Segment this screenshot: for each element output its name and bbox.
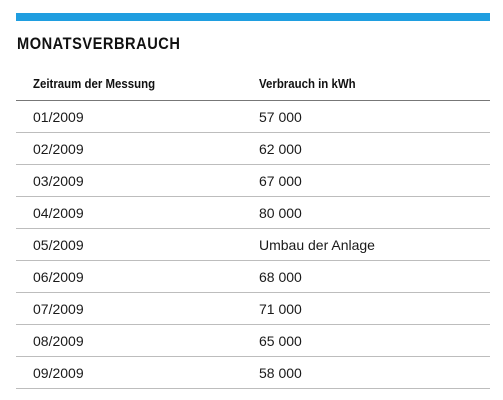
period-cell: 09/2009 (33, 364, 84, 381)
consumption-cell: 57 000 (259, 108, 302, 125)
table-row: 07/2009 71 000 (16, 293, 490, 325)
consumption-cell: 58 000 (259, 364, 302, 381)
consumption-table: Zeitraum der Messung Verbrauch in kWh 01… (16, 67, 490, 389)
consumption-cell: 80 000 (259, 204, 302, 221)
consumption-cell: 62 000 (259, 140, 302, 157)
period-cell: 07/2009 (33, 300, 84, 317)
table-row: 03/2009 67 000 (16, 165, 490, 197)
table-row: 02/2009 62 000 (16, 133, 490, 165)
period-cell: 02/2009 (33, 140, 84, 157)
period-cell: 03/2009 (33, 172, 84, 189)
period-cell: 06/2009 (33, 268, 84, 285)
consumption-cell: 67 000 (259, 172, 302, 189)
consumption-cell: Umbau der Anlage (259, 236, 375, 253)
table-row: 04/2009 80 000 (16, 197, 490, 229)
consumption-cell: 71 000 (259, 300, 302, 317)
consumption-cell: 65 000 (259, 332, 302, 349)
table-row: 06/2009 68 000 (16, 261, 490, 293)
column-header-period: Zeitraum der Messung (33, 76, 156, 91)
period-cell: 05/2009 (33, 236, 84, 253)
period-cell: 01/2009 (33, 108, 84, 125)
period-cell: 08/2009 (33, 332, 84, 349)
consumption-cell: 68 000 (259, 268, 302, 285)
column-header-consumption: Verbrauch in kWh (259, 76, 356, 91)
table-row: 01/2009 57 000 (16, 101, 490, 133)
period-cell: 04/2009 (33, 204, 84, 221)
table-row: 05/2009 Umbau der Anlage (16, 229, 490, 261)
table-header-row: Zeitraum der Messung Verbrauch in kWh (16, 67, 490, 101)
table-row: 09/2009 58 000 (16, 357, 490, 389)
accent-bar (16, 13, 490, 21)
page-title: MONATSVERBRAUCH (17, 34, 181, 53)
table-row: 08/2009 65 000 (16, 325, 490, 357)
